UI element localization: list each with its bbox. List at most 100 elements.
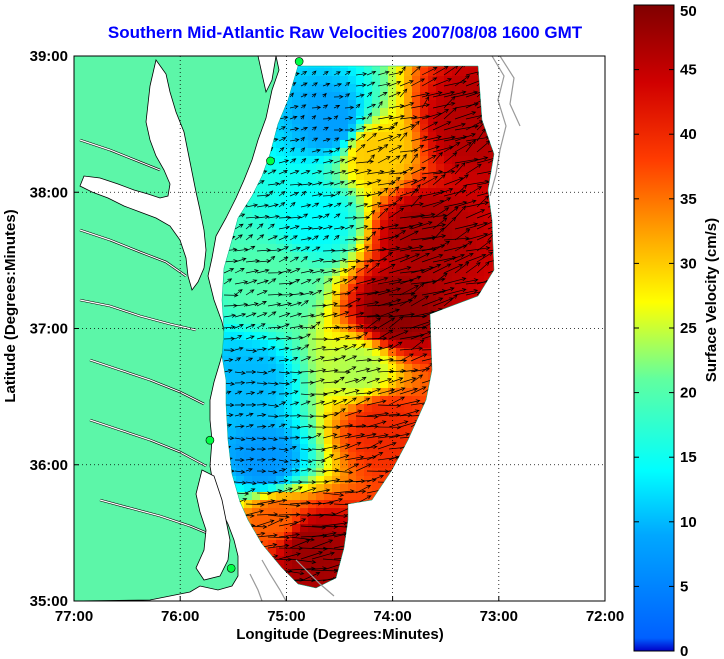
velocity-cell (452, 228, 461, 237)
velocity-vector (322, 116, 333, 121)
velocity-cell (476, 108, 485, 117)
velocity-cell (300, 468, 309, 477)
velocity-cell (340, 516, 349, 525)
velocity-cell (308, 524, 317, 533)
velocity-cell (468, 276, 477, 285)
velocity-vector (289, 268, 301, 274)
velocity-cell (420, 76, 429, 85)
velocity-vector (234, 402, 246, 408)
velocity-vector (289, 356, 299, 362)
velocity-cell (340, 292, 349, 301)
velocity-vector (267, 169, 277, 175)
velocity-cell (316, 100, 325, 109)
velocity-vector (311, 539, 334, 549)
velocity-cell (364, 252, 373, 261)
velocity-vector (366, 420, 387, 428)
velocity-cell (380, 420, 389, 429)
velocity-cell (260, 396, 269, 405)
velocity-vector (223, 313, 237, 318)
velocity-vector (421, 213, 448, 219)
velocity-vector (344, 432, 366, 439)
colorbar-tick-label: 40 (680, 126, 697, 143)
velocity-vector (311, 268, 325, 274)
velocity-cell (252, 252, 261, 261)
velocity-vector (399, 102, 415, 109)
velocity-cell (348, 92, 357, 101)
velocity-cell (468, 108, 477, 117)
velocity-vector (399, 253, 421, 263)
velocity-vector (399, 387, 419, 395)
velocity-cell (356, 428, 365, 437)
radar-station-marker (205, 435, 215, 445)
velocity-cell (348, 204, 357, 213)
velocity-vector (289, 158, 297, 164)
velocity-cell (292, 364, 301, 373)
velocity-vector (333, 278, 348, 285)
velocity-cell (268, 404, 277, 413)
velocity-cell (428, 156, 437, 165)
velocity-cell (236, 452, 245, 461)
velocity-cell (468, 124, 477, 133)
velocity-cell (380, 124, 389, 133)
colorbar-label: Surface Velocity (cm/s) (703, 218, 720, 382)
velocity-cell (348, 140, 357, 149)
velocity-cell (340, 348, 349, 357)
velocity-cell (284, 108, 293, 117)
velocity-vector (300, 325, 316, 330)
velocity-cell (300, 140, 309, 149)
velocity-vector (289, 486, 303, 494)
velocity-vector (355, 290, 380, 296)
velocity-cell (284, 124, 293, 133)
velocity-vector (366, 336, 388, 341)
velocity-cell (364, 292, 373, 301)
velocity-vector (421, 67, 438, 76)
velocity-cell (428, 252, 437, 261)
velocity-cell (276, 164, 285, 173)
velocity-cell (476, 116, 485, 125)
velocity-vector (487, 206, 494, 219)
velocity-cell (316, 548, 325, 557)
velocity-cell (460, 92, 469, 101)
velocity-vector (256, 519, 275, 527)
velocity-cell (308, 84, 317, 93)
velocity-vector (289, 147, 295, 153)
velocity-cell (252, 228, 261, 237)
velocity-cell (364, 436, 373, 445)
velocity-cell (260, 228, 269, 237)
velocity-cell (260, 540, 269, 549)
velocity-vector (432, 169, 456, 175)
velocity-cell (468, 228, 477, 237)
velocity-vector (377, 252, 393, 263)
velocity-cell (316, 372, 325, 381)
velocity-cell (340, 492, 349, 501)
velocity-cell (260, 420, 269, 429)
velocity-vector (344, 157, 358, 164)
velocity-cell (468, 204, 477, 213)
velocity-cell (284, 180, 293, 189)
velocity-cell (364, 420, 373, 429)
velocity-cell (476, 204, 485, 213)
velocity-cell (412, 340, 421, 349)
velocity-cell (228, 236, 237, 245)
velocity-cell (276, 340, 285, 349)
velocity-cell (284, 140, 293, 149)
velocity-vector (223, 278, 233, 285)
y-tick-label: 36:00 (30, 457, 68, 474)
velocity-vector (234, 437, 246, 442)
velocity-cell (396, 220, 405, 229)
velocity-cell (252, 260, 261, 269)
velocity-vector (300, 269, 314, 274)
velocity-cell (460, 164, 469, 173)
velocity-vector (487, 221, 494, 230)
velocity-vector (344, 81, 351, 87)
velocity-cell (276, 140, 285, 149)
velocity-cell (412, 220, 421, 229)
velocity-vector (333, 158, 346, 164)
velocity-vector (366, 146, 383, 153)
velocity-cell (236, 492, 245, 501)
velocity-vector (300, 170, 311, 175)
velocity-vector (399, 325, 428, 330)
velocity-vector (234, 390, 243, 395)
velocity-vector (322, 104, 329, 109)
